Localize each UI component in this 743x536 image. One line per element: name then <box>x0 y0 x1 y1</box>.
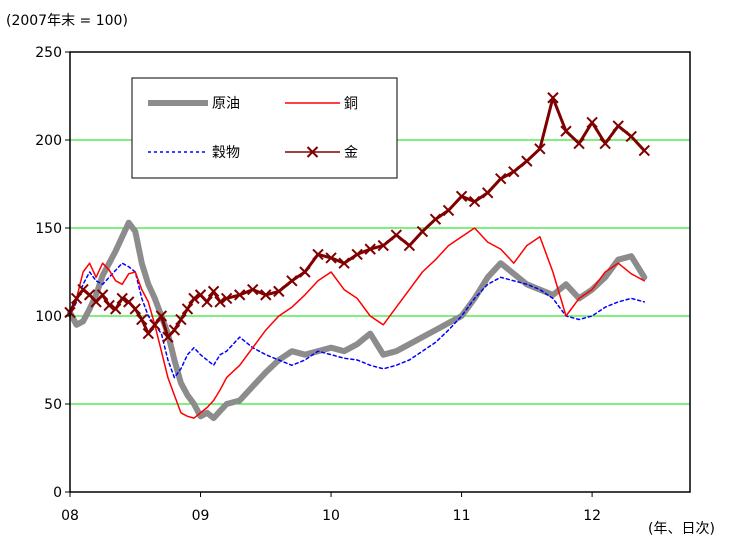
y-tick-label: 50 <box>44 397 62 413</box>
y-tick-label: 150 <box>35 221 62 237</box>
gold-point <box>390 229 403 241</box>
x-tick-label: 12 <box>583 508 601 524</box>
x-tick-label: 11 <box>453 508 471 524</box>
axes <box>65 51 691 497</box>
gold-point <box>155 310 168 322</box>
gold-point <box>599 137 611 150</box>
gold-point <box>188 292 200 305</box>
y-tick-label: 0 <box>53 485 62 501</box>
gold-point <box>442 204 455 217</box>
gold-point <box>481 187 494 199</box>
gold-point <box>103 299 115 312</box>
gold-point <box>220 292 233 305</box>
gold-point <box>168 324 181 336</box>
x-axis-label: (年、日次) <box>648 521 715 536</box>
unit-label: (2007年末 = 100) <box>6 13 128 29</box>
gold-point <box>586 116 598 129</box>
gold-point <box>207 285 220 298</box>
legend-label: 銅 <box>344 96 358 112</box>
gold-point <box>201 296 213 308</box>
x-tick-label: 08 <box>61 508 79 524</box>
y-tick-label: 200 <box>35 133 62 149</box>
y-tick-label: 250 <box>35 45 62 61</box>
gold-point <box>403 239 416 252</box>
gold-point <box>247 283 259 296</box>
gold-point <box>286 275 298 287</box>
gold-point <box>181 303 194 315</box>
gold-point <box>129 303 141 315</box>
y-tick-labels: 0 50 100 150 200 250 <box>35 45 62 501</box>
gold-point <box>455 190 468 203</box>
gold-point <box>547 92 559 104</box>
series-layer <box>64 92 651 422</box>
legend-box <box>131 77 398 179</box>
gold-point <box>416 225 429 238</box>
gold-point <box>508 165 520 178</box>
gold-point <box>260 289 272 301</box>
gold-point <box>495 173 507 185</box>
gold-point <box>468 195 481 208</box>
gold-point <box>299 266 311 278</box>
plot-frame <box>69 51 691 493</box>
gold-point <box>351 248 363 261</box>
legend: 原油 銅穀物 金 <box>131 77 398 179</box>
legend-label: 原油 <box>212 96 240 112</box>
gold-point <box>573 137 585 150</box>
gold-point <box>96 289 109 301</box>
gold-point <box>142 327 155 340</box>
legend-marker <box>306 146 319 158</box>
gold-point <box>273 285 285 298</box>
gold-point <box>116 292 128 305</box>
gold-point <box>612 120 624 132</box>
legend-label: 穀物 <box>212 145 240 161</box>
gold-point <box>214 296 226 308</box>
gold-point <box>638 144 651 157</box>
gold-point <box>429 213 442 225</box>
series-line-2 <box>69 262 646 379</box>
gold-point <box>149 319 161 331</box>
gold-point <box>521 155 533 167</box>
legend-label: 金 <box>344 145 358 161</box>
gold-point <box>109 303 122 315</box>
gold-point <box>560 125 572 137</box>
y-tick-label: 100 <box>35 309 62 325</box>
gold-point <box>312 248 324 261</box>
gold-point <box>534 143 546 155</box>
gold-point <box>136 313 148 326</box>
gold-point <box>338 257 350 269</box>
gold-point <box>364 243 376 255</box>
gold-point <box>175 313 187 326</box>
series-line-1 <box>69 227 646 419</box>
x-tick-label: 09 <box>192 508 210 524</box>
grid <box>70 139 690 405</box>
gold-point <box>70 292 83 305</box>
gold-point <box>233 289 246 301</box>
x-tick-label: 10 <box>322 508 340 524</box>
gold-point <box>377 239 389 252</box>
gold-point <box>325 252 337 264</box>
x-tick-labels: 08 09 10 11 12 <box>61 508 601 524</box>
gold-point <box>625 130 637 143</box>
